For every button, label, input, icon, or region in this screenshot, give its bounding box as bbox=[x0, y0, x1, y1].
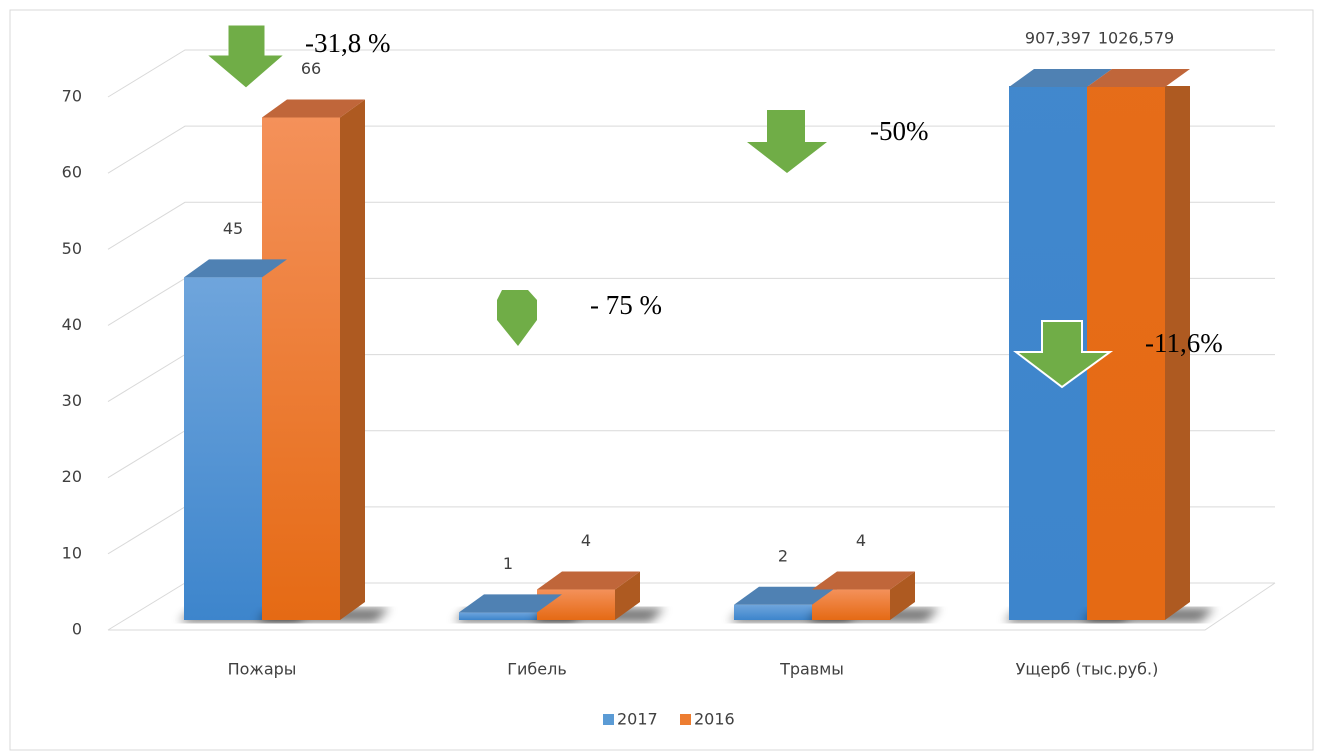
bar bbox=[734, 604, 812, 620]
value-label: 2 bbox=[778, 546, 788, 565]
bar bbox=[262, 117, 340, 620]
bar-top bbox=[262, 99, 365, 118]
annotation: -11,6% bbox=[1145, 328, 1223, 358]
bar-top bbox=[459, 594, 562, 613]
arrow bbox=[497, 290, 537, 346]
bar-top bbox=[812, 571, 915, 590]
arrow bbox=[1013, 320, 1114, 389]
x-tick-label: Гибель bbox=[507, 660, 567, 679]
annotation: -50% bbox=[870, 116, 928, 146]
bar bbox=[1087, 86, 1165, 620]
y-tick-label: 30 bbox=[62, 391, 82, 410]
value-label: 66 bbox=[301, 59, 321, 78]
grid-line bbox=[107, 125, 1275, 174]
value-label: 1 bbox=[503, 554, 513, 573]
value-label: 1026,579 bbox=[1098, 29, 1174, 48]
bar bbox=[184, 277, 262, 620]
arrow bbox=[205, 24, 286, 89]
annotation: - 75 % bbox=[590, 290, 662, 320]
bar-side bbox=[890, 571, 915, 620]
bar bbox=[459, 612, 537, 620]
grid-line bbox=[107, 201, 1275, 250]
y-tick-label: 60 bbox=[62, 163, 82, 182]
x-tick-label: Травмы bbox=[779, 660, 844, 679]
legend-swatch bbox=[680, 714, 691, 725]
y-tick-label: 20 bbox=[62, 467, 82, 486]
bar bbox=[1009, 86, 1087, 620]
bar-side bbox=[615, 571, 640, 620]
legend-label: 2016 bbox=[694, 710, 735, 729]
value-label: 907,397 bbox=[1025, 29, 1091, 48]
annotation: -31,8 % bbox=[305, 28, 390, 58]
y-tick-label: 50 bbox=[62, 239, 82, 258]
bar-top bbox=[734, 586, 837, 605]
y-tick-label: 0 bbox=[72, 620, 82, 639]
legend-swatch bbox=[603, 714, 614, 725]
x-tick-label: Ущерб (тыс.руб.) bbox=[1016, 660, 1159, 679]
bar-side bbox=[1165, 86, 1190, 620]
y-tick-label: 40 bbox=[62, 315, 82, 334]
value-label: 4 bbox=[581, 531, 591, 550]
bar bbox=[537, 589, 615, 620]
value-label: 45 bbox=[223, 219, 243, 238]
y-tick-label: 70 bbox=[62, 87, 82, 106]
bar-side bbox=[340, 99, 365, 620]
bar-top bbox=[1087, 69, 1190, 87]
grid-line bbox=[107, 49, 1275, 98]
legend-label: 2017 bbox=[617, 710, 658, 729]
bar-top bbox=[1009, 69, 1112, 87]
bar-top bbox=[537, 571, 640, 590]
arrow bbox=[747, 110, 827, 173]
y-tick-label: 10 bbox=[62, 543, 82, 562]
value-label: 4 bbox=[856, 531, 866, 550]
bar-top bbox=[184, 259, 287, 278]
x-tick-label: Пожары bbox=[228, 660, 297, 679]
floor bbox=[108, 582, 1276, 631]
